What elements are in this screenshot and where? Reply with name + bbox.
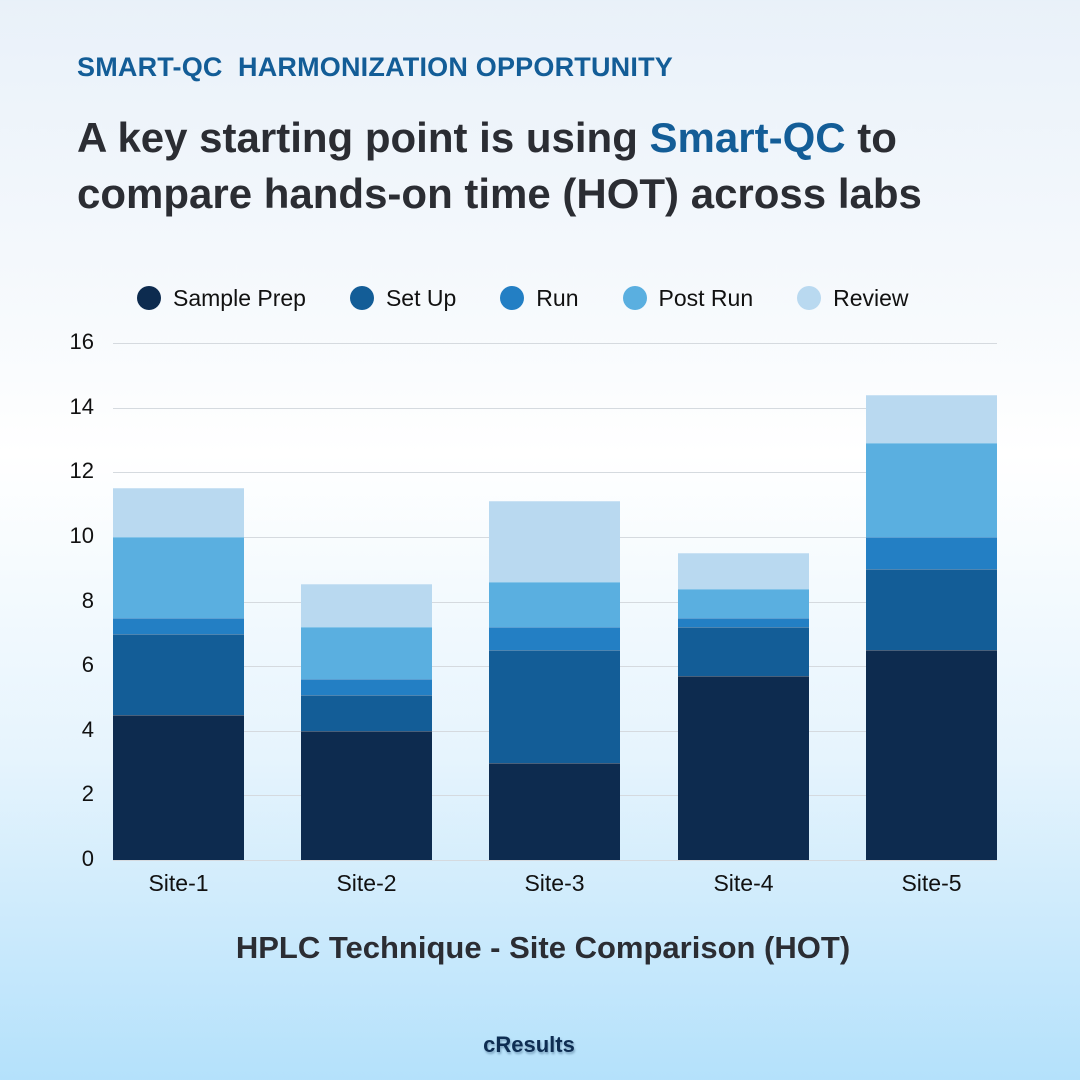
y-tick-label: 10 — [69, 522, 94, 548]
y-tick-label: 0 — [81, 846, 94, 871]
chart-title: HPLC Technique - Site Comparison (HOT) — [235, 930, 851, 965]
bar-site-2[interactable] — [301, 583, 432, 860]
legend-item-review: Review — [797, 284, 909, 312]
headline-part1: A key starting point is using — [77, 114, 650, 161]
bar-segment-set-up[interactable] — [866, 569, 997, 650]
brand-logo: cResults — [483, 1032, 575, 1057]
bar-segment-run[interactable] — [866, 536, 997, 570]
x-tick-label: Site-2 — [336, 870, 397, 896]
bar-segment-sample-prep[interactable] — [866, 649, 997, 860]
bar-segment-post-run[interactable] — [301, 627, 432, 680]
gridline — [113, 472, 997, 474]
bar-site-3[interactable] — [489, 501, 620, 860]
bar-segment-review[interactable] — [489, 501, 620, 583]
legend-label: Set Up — [385, 284, 457, 311]
y-tick-label: 4 — [81, 716, 94, 742]
legend-item-sample-prep: Sample Prep — [137, 285, 306, 312]
headline-accent: Smart-QC — [649, 114, 846, 161]
bar-segment-set-up[interactable] — [678, 627, 809, 676]
bar-segment-review[interactable] — [113, 488, 244, 537]
y-tick-label: 2 — [81, 781, 94, 807]
y-tick-label: 6 — [81, 652, 94, 678]
y-tick-label: 16 — [69, 329, 94, 354]
bar-site-4[interactable] — [678, 553, 809, 860]
x-tick-label: Site-1 — [148, 870, 209, 896]
bar-site-5[interactable] — [866, 394, 997, 860]
legend-label: Review — [833, 284, 909, 311]
bar-site-1[interactable] — [113, 488, 244, 860]
bar-segment-set-up[interactable] — [489, 649, 620, 764]
bar-segment-run[interactable] — [113, 617, 244, 634]
plot-area — [113, 343, 997, 861]
bar-segment-sample-prep[interactable] — [678, 675, 809, 860]
legend-dot-icon — [500, 286, 525, 310]
bar-segment-sample-prep[interactable] — [113, 714, 244, 860]
y-tick-label: 14 — [69, 393, 94, 419]
bar-segment-post-run[interactable] — [866, 443, 997, 537]
bar-segment-set-up[interactable] — [301, 695, 432, 731]
y-tick-label: 12 — [69, 458, 94, 484]
bar-segment-review[interactable] — [866, 394, 997, 444]
eyebrow-title: SMART-QC HARMONIZATION OPPORTUNITY — [77, 52, 673, 82]
legend-label: Run — [536, 284, 579, 311]
gridline — [113, 860, 997, 861]
bar-segment-run[interactable] — [301, 679, 432, 696]
bar-segment-review[interactable] — [678, 553, 809, 589]
legend-dot-icon — [797, 286, 822, 310]
bar-segment-run[interactable] — [489, 627, 620, 650]
legend-item-set-up: Set Up — [349, 284, 457, 312]
bar-segment-run[interactable] — [678, 617, 809, 628]
legend-item-run: Run — [500, 284, 579, 312]
bar-segment-sample-prep[interactable] — [301, 730, 432, 860]
x-tick-label: Site-5 — [901, 870, 962, 896]
bar-segment-set-up[interactable] — [113, 633, 244, 715]
headline: A key starting point is using Smart-QC t… — [77, 110, 1037, 222]
headline-part2: to compare hands-on time (HOT) across la… — [77, 114, 922, 217]
legend-dot-icon — [622, 286, 647, 310]
legend-label: Post Run — [658, 284, 754, 311]
bar-segment-post-run[interactable] — [113, 536, 244, 618]
bar-segment-post-run[interactable] — [678, 588, 809, 618]
legend-label: Sample Prep — [173, 284, 306, 311]
y-tick-label: 8 — [81, 587, 94, 613]
x-tick-label: Site-4 — [713, 870, 774, 896]
legend-dot-icon — [349, 286, 374, 310]
gridline — [113, 407, 997, 409]
bar-segment-review[interactable] — [301, 583, 432, 628]
bar-segment-post-run[interactable] — [489, 582, 620, 628]
legend-dot-icon — [137, 286, 161, 310]
chart-legend: Sample Prep Set Up Run Post Run Review — [137, 282, 953, 314]
x-tick-label: Site-3 — [524, 870, 585, 896]
legend-item-post-run: Post Run — [622, 284, 754, 312]
gridline — [113, 343, 997, 344]
bar-segment-sample-prep[interactable] — [489, 763, 620, 860]
